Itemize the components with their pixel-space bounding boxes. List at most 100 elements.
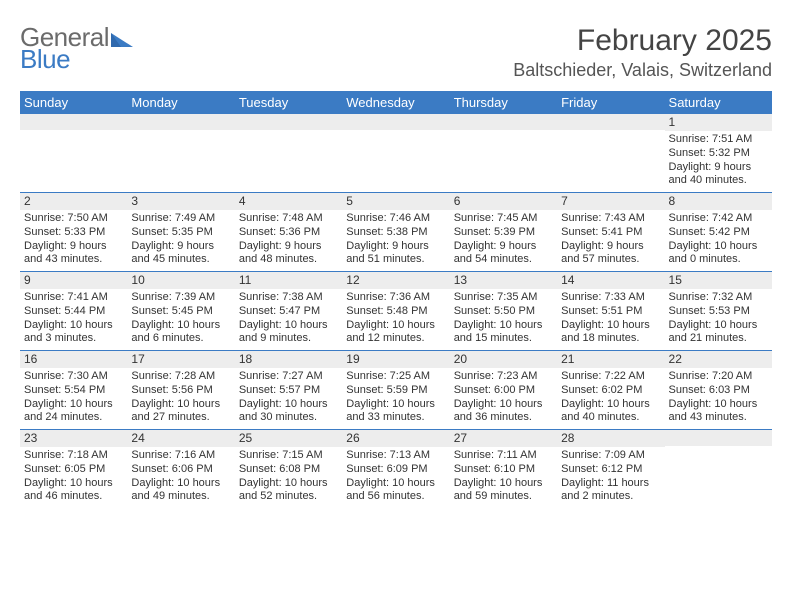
sunset-text: Sunset: 6:08 PM [239,463,338,477]
sunrise-text: Sunrise: 7:39 AM [131,291,230,305]
sunrise-text: Sunrise: 7:25 AM [346,370,445,384]
sunrise-text: Sunrise: 7:36 AM [346,291,445,305]
day-body: Sunrise: 7:27 AMSunset: 5:57 PMDaylight:… [235,368,342,429]
daylight-text: Daylight: 10 hours and 9 minutes. [239,319,338,347]
day-cell: 7Sunrise: 7:43 AMSunset: 5:41 PMDaylight… [557,193,664,271]
day-body: Sunrise: 7:28 AMSunset: 5:56 PMDaylight:… [127,368,234,429]
week-row: 9Sunrise: 7:41 AMSunset: 5:44 PMDaylight… [20,271,772,350]
daylight-text: Daylight: 9 hours and 51 minutes. [346,240,445,268]
sunset-text: Sunset: 6:10 PM [454,463,553,477]
daylight-text: Daylight: 10 hours and 43 minutes. [669,398,768,426]
sunset-text: Sunset: 5:32 PM [669,147,768,161]
sunrise-text: Sunrise: 7:33 AM [561,291,660,305]
daylight-text: Daylight: 10 hours and 49 minutes. [131,477,230,505]
sunset-text: Sunset: 5:53 PM [669,305,768,319]
day-cell: 4Sunrise: 7:48 AMSunset: 5:36 PMDaylight… [235,193,342,271]
sunset-text: Sunset: 5:38 PM [346,226,445,240]
location-subtitle: Baltschieder, Valais, Switzerland [513,60,772,81]
day-number: 19 [342,351,449,368]
day-cell: 20Sunrise: 7:23 AMSunset: 6:00 PMDayligh… [450,351,557,429]
sunrise-text: Sunrise: 7:32 AM [669,291,768,305]
daylight-text: Daylight: 10 hours and 12 minutes. [346,319,445,347]
day-body: Sunrise: 7:46 AMSunset: 5:38 PMDaylight:… [342,210,449,271]
sunrise-text: Sunrise: 7:30 AM [24,370,123,384]
sunset-text: Sunset: 5:50 PM [454,305,553,319]
day-body: Sunrise: 7:13 AMSunset: 6:09 PMDaylight:… [342,447,449,508]
month-title: February 2025 [513,24,772,58]
weekday-header: Sunday [20,91,127,114]
day-number: 4 [235,193,342,210]
day-number: 22 [665,351,772,368]
sunset-text: Sunset: 5:54 PM [24,384,123,398]
day-cell: 18Sunrise: 7:27 AMSunset: 5:57 PMDayligh… [235,351,342,429]
daylight-text: Daylight: 10 hours and 0 minutes. [669,240,768,268]
daylight-text: Daylight: 10 hours and 36 minutes. [454,398,553,426]
sunrise-text: Sunrise: 7:15 AM [239,449,338,463]
daylight-text: Daylight: 9 hours and 48 minutes. [239,240,338,268]
daylight-text: Daylight: 10 hours and 24 minutes. [24,398,123,426]
week-row: 23Sunrise: 7:18 AMSunset: 6:05 PMDayligh… [20,429,772,508]
day-body: Sunrise: 7:43 AMSunset: 5:41 PMDaylight:… [557,210,664,271]
sunrise-text: Sunrise: 7:51 AM [669,133,768,147]
day-cell [342,114,449,192]
day-cell: 6Sunrise: 7:45 AMSunset: 5:39 PMDaylight… [450,193,557,271]
day-cell: 11Sunrise: 7:38 AMSunset: 5:47 PMDayligh… [235,272,342,350]
sunrise-text: Sunrise: 7:27 AM [239,370,338,384]
sunrise-text: Sunrise: 7:43 AM [561,212,660,226]
day-body [20,130,127,136]
daylight-text: Daylight: 10 hours and 40 minutes. [561,398,660,426]
day-cell: 25Sunrise: 7:15 AMSunset: 6:08 PMDayligh… [235,430,342,508]
day-number [127,114,234,130]
sunset-text: Sunset: 6:09 PM [346,463,445,477]
day-body: Sunrise: 7:09 AMSunset: 6:12 PMDaylight:… [557,447,664,508]
sunset-text: Sunset: 5:59 PM [346,384,445,398]
day-number [20,114,127,130]
week-row: 2Sunrise: 7:50 AMSunset: 5:33 PMDaylight… [20,192,772,271]
day-body: Sunrise: 7:36 AMSunset: 5:48 PMDaylight:… [342,289,449,350]
day-body [450,130,557,136]
daylight-text: Daylight: 10 hours and 30 minutes. [239,398,338,426]
day-number: 7 [557,193,664,210]
calendar-page: General Blue February 2025 Baltschieder,… [0,0,792,524]
day-number: 14 [557,272,664,289]
title-block: February 2025 Baltschieder, Valais, Swit… [513,24,772,81]
sunrise-text: Sunrise: 7:48 AM [239,212,338,226]
brand-logo: General Blue [20,24,133,72]
weekday-header: Thursday [450,91,557,114]
day-cell: 21Sunrise: 7:22 AMSunset: 6:02 PMDayligh… [557,351,664,429]
day-body: Sunrise: 7:23 AMSunset: 6:00 PMDaylight:… [450,368,557,429]
sunset-text: Sunset: 5:44 PM [24,305,123,319]
sunrise-text: Sunrise: 7:18 AM [24,449,123,463]
day-body: Sunrise: 7:25 AMSunset: 5:59 PMDaylight:… [342,368,449,429]
daylight-text: Daylight: 9 hours and 45 minutes. [131,240,230,268]
day-number: 2 [20,193,127,210]
day-cell: 13Sunrise: 7:35 AMSunset: 5:50 PMDayligh… [450,272,557,350]
day-cell [20,114,127,192]
sunrise-text: Sunrise: 7:16 AM [131,449,230,463]
day-cell: 15Sunrise: 7:32 AMSunset: 5:53 PMDayligh… [665,272,772,350]
day-body: Sunrise: 7:18 AMSunset: 6:05 PMDaylight:… [20,447,127,508]
day-body: Sunrise: 7:49 AMSunset: 5:35 PMDaylight:… [127,210,234,271]
sunset-text: Sunset: 6:00 PM [454,384,553,398]
day-cell: 10Sunrise: 7:39 AMSunset: 5:45 PMDayligh… [127,272,234,350]
weekday-header: Wednesday [342,91,449,114]
day-cell: 22Sunrise: 7:20 AMSunset: 6:03 PMDayligh… [665,351,772,429]
day-body [557,130,664,136]
day-cell: 1Sunrise: 7:51 AMSunset: 5:32 PMDaylight… [665,114,772,192]
daylight-text: Daylight: 9 hours and 57 minutes. [561,240,660,268]
day-cell: 2Sunrise: 7:50 AMSunset: 5:33 PMDaylight… [20,193,127,271]
daylight-text: Daylight: 10 hours and 59 minutes. [454,477,553,505]
daylight-text: Daylight: 9 hours and 54 minutes. [454,240,553,268]
day-cell: 3Sunrise: 7:49 AMSunset: 5:35 PMDaylight… [127,193,234,271]
day-cell: 5Sunrise: 7:46 AMSunset: 5:38 PMDaylight… [342,193,449,271]
day-number: 15 [665,272,772,289]
day-number: 23 [20,430,127,447]
sunrise-text: Sunrise: 7:22 AM [561,370,660,384]
daylight-text: Daylight: 10 hours and 15 minutes. [454,319,553,347]
day-number: 11 [235,272,342,289]
day-number: 3 [127,193,234,210]
sunset-text: Sunset: 5:51 PM [561,305,660,319]
sunset-text: Sunset: 5:42 PM [669,226,768,240]
daylight-text: Daylight: 10 hours and 6 minutes. [131,319,230,347]
day-number: 25 [235,430,342,447]
